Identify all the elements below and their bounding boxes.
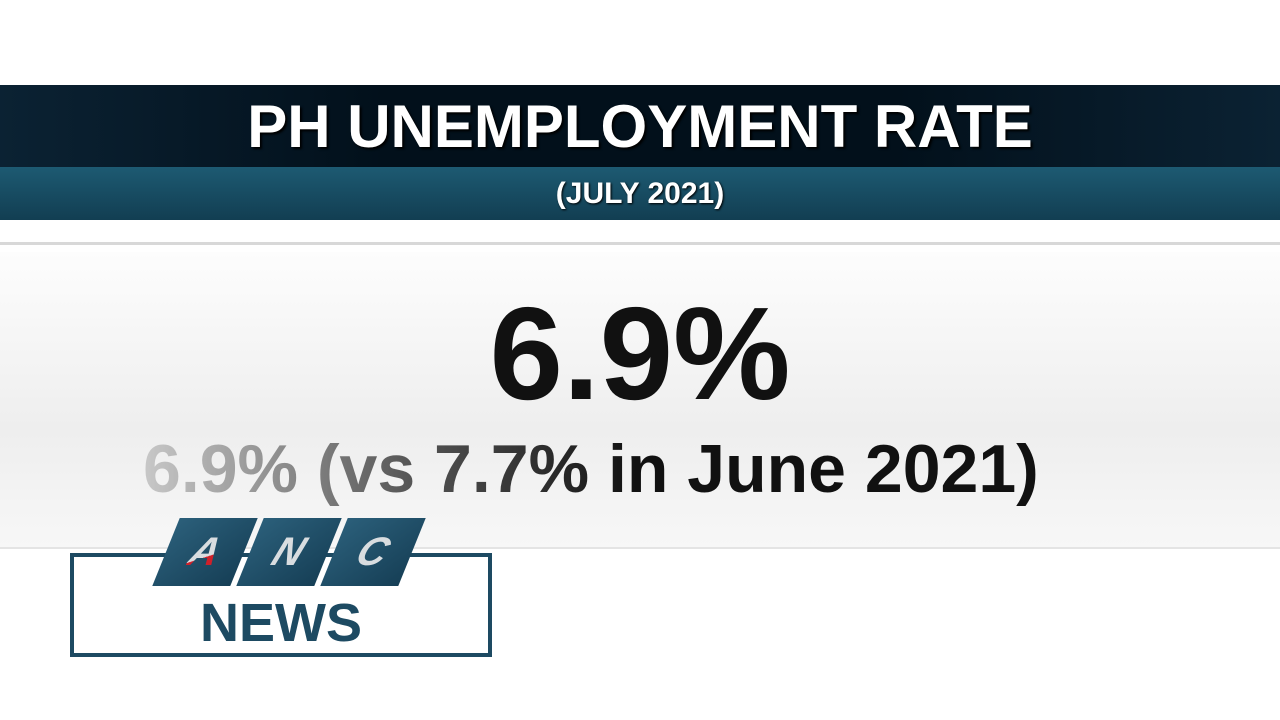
title-bar: PH UNEMPLOYMENT RATE [0, 85, 1280, 167]
subtitle-bar: (JULY 2021) [0, 167, 1280, 220]
headline-value: 6.9% [489, 280, 791, 427]
logo-tiles: A N C [152, 518, 426, 586]
logo-news-label: NEWS [200, 593, 362, 653]
divider [0, 242, 1280, 245]
logo-letter: C [349, 529, 397, 574]
comparison-text: 6.9% (vs 7.7% in June 2021) [143, 431, 1039, 507]
page-subtitle: (JULY 2021) [555, 176, 725, 210]
content-panel [0, 252, 1280, 549]
logo-letter: N [265, 529, 313, 574]
page-title: PH UNEMPLOYMENT RATE [247, 92, 1033, 160]
logo-letter: A [181, 529, 229, 574]
